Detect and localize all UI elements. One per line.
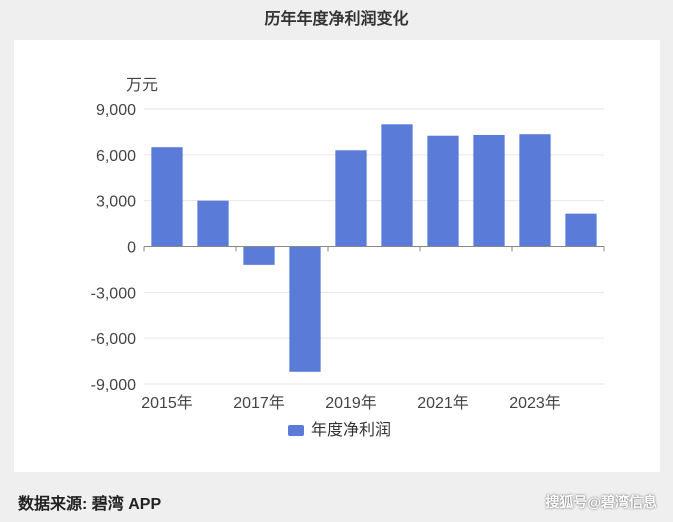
axis-layer: -9,000 -6,000 -3,000 0 3,000 6,000 9,000 2015年 2… — [91, 102, 605, 412]
y-tick-label: -9,000 — [91, 377, 136, 394]
legend-swatch — [288, 425, 304, 436]
legend-label: 年度净利润 — [311, 421, 391, 439]
page-title: 历年年度净利润变化 — [264, 11, 409, 28]
bar-2022年[interactable] — [473, 134, 505, 247]
legend[interactable]: 年度净利润 — [288, 421, 391, 439]
net-profit-bar-chart: -9,000 -6,000 -3,000 0 3,000 6,000 9,000 2015年 2… — [91, 77, 605, 439]
x-tick-label: 2023年 — [509, 394, 561, 412]
bar-2017年[interactable] — [243, 246, 275, 265]
x-tick-label: 2017年 — [233, 394, 285, 412]
y-tick-label: -6,000 — [91, 331, 136, 348]
bar-2016年[interactable] — [197, 200, 229, 247]
data-source-note: 数据来源: 碧湾 APP — [18, 496, 162, 513]
y-tick-label: -3,000 — [91, 285, 136, 302]
y-tick-label: 9,000 — [96, 102, 136, 119]
bar-2019年[interactable] — [335, 150, 367, 247]
y-tick-label: 6,000 — [96, 148, 136, 165]
bar-2023年[interactable] — [519, 134, 551, 247]
y-tick-label: 3,000 — [96, 194, 136, 211]
bar-2021年[interactable] — [427, 135, 459, 247]
x-tick-label: 2019年 — [325, 394, 377, 412]
bar-2020年[interactable] — [381, 124, 413, 247]
y-axis-unit-label: 万元 — [126, 77, 158, 94]
bar-2024年[interactable] — [565, 213, 597, 247]
x-tick-label: 2021年 — [417, 394, 469, 412]
bar-2018年[interactable] — [289, 246, 321, 372]
bar-2015年[interactable] — [151, 147, 183, 247]
bar-layer — [151, 124, 597, 372]
x-tick-label: 2015年 — [141, 394, 193, 412]
watermark-credit: 搜狐号@碧湾信息 — [545, 494, 657, 510]
y-tick-label: 0 — [127, 240, 136, 257]
chart-panel: -9,000 -6,000 -3,000 0 3,000 6,000 9,000 2015年 2… — [14, 40, 660, 472]
